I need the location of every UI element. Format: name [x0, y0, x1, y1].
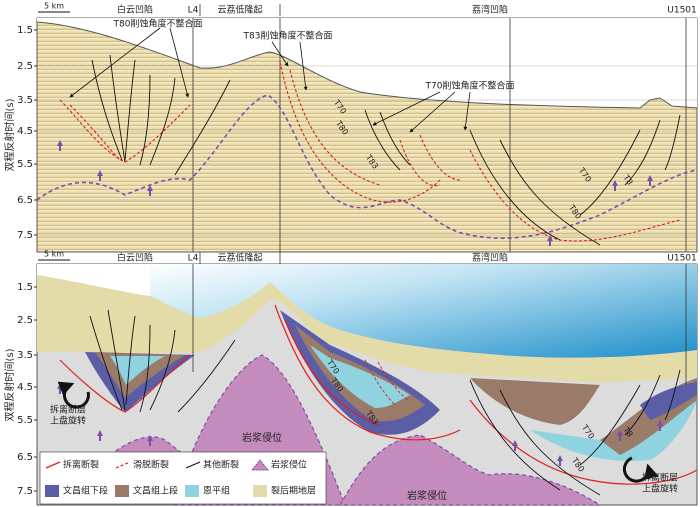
- legend-label: 恩平组: [203, 485, 230, 497]
- region-label: 白云凹陷: [117, 4, 153, 16]
- magma-label: 岩浆侵位: [407, 489, 447, 502]
- rotation-label: 上盘旋转: [642, 483, 678, 495]
- legend-label: 其他断裂: [203, 459, 239, 471]
- legend: [39, 451, 327, 505]
- legend-label: 岩浆侵位: [271, 459, 307, 471]
- rotation-label: 上盘旋转: [50, 415, 86, 427]
- y-axis-title: 双程反射时间(s): [3, 348, 16, 421]
- region-label: 云荔低隆起: [217, 252, 262, 264]
- legend-label: 拆离断裂: [63, 459, 99, 471]
- y-tick-label: 3.5: [17, 350, 33, 361]
- y-tick-label: 6.5: [17, 195, 33, 206]
- y-tick-label: 5.5: [17, 159, 33, 170]
- y-tick-label: 2.5: [17, 315, 33, 326]
- legend-swatch: [185, 485, 199, 497]
- y-tick-label: 6.5: [17, 452, 33, 463]
- legend-label: 滑脱断裂: [133, 459, 169, 471]
- legend-label: 文昌组上段: [133, 485, 178, 497]
- annotation: T80削蚀角度不整合面: [113, 18, 203, 30]
- annotation: T83削蚀角度不整合面: [243, 30, 333, 42]
- y-tick-label: 1.5: [17, 282, 33, 293]
- seismic-panel: [36, 17, 698, 253]
- legend-label: 文昌组下段: [63, 485, 108, 497]
- y-tick-label: 1.5: [17, 25, 33, 36]
- legend-label: 裂后期地层: [271, 485, 316, 497]
- region-label: L4: [188, 6, 199, 16]
- interpretation-panel: [36, 263, 698, 506]
- legend-swatch: [45, 485, 59, 497]
- y-tick-label: 2.5: [17, 61, 33, 72]
- legend-swatch: [253, 485, 267, 497]
- legend-icon: [250, 459, 270, 471]
- legend-icon: [45, 461, 61, 469]
- y-tick-label: 7.5: [17, 486, 33, 497]
- scale-bar-label: 5 km: [44, 250, 64, 259]
- legend-icon: [185, 461, 201, 469]
- scale-bar-label: 5 km: [44, 2, 64, 11]
- legend-swatch: [115, 485, 129, 497]
- region-label: U1501: [667, 254, 697, 264]
- region-label: 白云凹陷: [117, 252, 153, 264]
- region-label: 荔湾凹陷: [472, 252, 508, 264]
- y-tick-label: 3.5: [17, 95, 33, 106]
- rotation-label: 拆离断层: [50, 404, 86, 416]
- region-label: U1501: [667, 6, 697, 16]
- y-tick-label: 4.5: [17, 382, 33, 393]
- y-tick-label: 7.5: [17, 230, 33, 241]
- region-label: L4: [188, 254, 199, 264]
- rotation-label: 拆离断层: [642, 472, 678, 484]
- y-tick-label: 4.5: [17, 126, 33, 137]
- annotation: T70削蚀角度不整合面: [425, 80, 515, 92]
- y-tick-label: 5.5: [17, 415, 33, 426]
- region-label: 云荔低隆起: [217, 4, 262, 16]
- magma-label: 岩浆侵位: [242, 431, 282, 444]
- region-label: 荔湾凹陷: [472, 4, 508, 16]
- legend-icon: [115, 461, 131, 469]
- y-axis-title: 双程反射时间(s): [3, 98, 16, 171]
